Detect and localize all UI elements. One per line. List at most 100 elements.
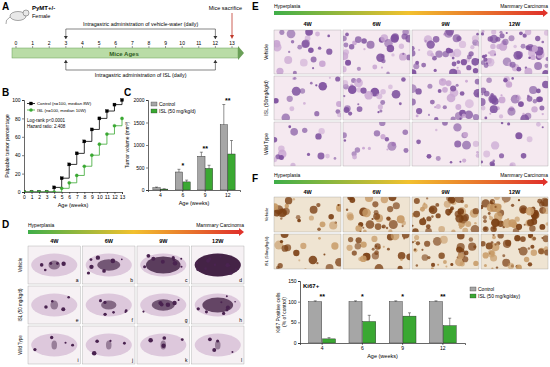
- bar: [403, 316, 416, 343]
- legend-swatch: [151, 109, 157, 113]
- tick: 0: [142, 187, 148, 193]
- cell-cluster: [371, 218, 373, 220]
- chart: 469120500100015002000Age (weeks)Tumor vo…: [124, 97, 241, 206]
- progression-label: Mammary Carcinoma: [500, 3, 548, 9]
- image-frame: [83, 326, 136, 364]
- tick-label: 12: [213, 40, 219, 46]
- row-label: ISL (50mg/kg/d): [264, 236, 269, 266]
- error-cap: [200, 152, 203, 153]
- cell-cluster: [325, 154, 330, 159]
- image-frame: [481, 234, 548, 269]
- cell-cluster: [362, 209, 371, 218]
- error-bar: [230, 141, 233, 155]
- cell-cluster: [476, 153, 479, 157]
- marker: [68, 163, 71, 166]
- cell-cluster: [427, 40, 435, 48]
- panel-label: F: [252, 173, 258, 184]
- cell-cluster: [391, 234, 400, 240]
- tissue: [140, 294, 186, 317]
- tumor: [146, 256, 181, 273]
- tick-label: 2: [38, 194, 41, 200]
- cell-cluster: [296, 215, 301, 220]
- cell-cluster: [471, 58, 479, 66]
- cell-cluster: [276, 68, 283, 74]
- image-letter: b: [130, 277, 133, 283]
- cell-cluster: [388, 229, 392, 232]
- image-frame: [343, 234, 410, 269]
- cell-cluster: [487, 203, 496, 212]
- nodule: [121, 258, 123, 260]
- nodule: [161, 260, 165, 264]
- cell-cluster: [422, 204, 427, 209]
- tick: 500: [136, 165, 148, 171]
- cell-cluster: [473, 68, 478, 73]
- cell-cluster: [279, 209, 287, 217]
- axis-line: [298, 282, 301, 344]
- arrowhead: [213, 60, 217, 63]
- significance: *: [181, 162, 184, 169]
- tick: 0: [23, 192, 26, 200]
- axis: 020406080100: [12, 97, 24, 195]
- cell-cluster: [357, 106, 363, 112]
- tumor: [195, 254, 241, 277]
- tick-label: 0: [18, 189, 21, 195]
- cell-cluster: [465, 99, 474, 108]
- cell-cluster: [406, 55, 410, 61]
- tick-label: 7: [76, 194, 79, 200]
- cell-cluster: [527, 219, 534, 226]
- cell-cluster: [400, 259, 403, 262]
- cell-cluster: [318, 82, 327, 91]
- bar: [443, 326, 456, 343]
- micrograph: [412, 234, 479, 269]
- micrograph: [83, 326, 136, 364]
- tick: 60: [15, 134, 24, 140]
- legend-swatch: [29, 108, 32, 111]
- cell-cluster: [481, 93, 483, 95]
- cell-cluster: [403, 129, 409, 135]
- cell-cluster: [388, 197, 396, 201]
- tick: 6: [68, 192, 71, 200]
- cell-cluster: [527, 136, 533, 142]
- tick: [182, 46, 183, 48]
- cell-cluster: [492, 201, 494, 203]
- cell-cluster: [478, 59, 479, 62]
- cell-cluster: [355, 243, 361, 249]
- cell-cluster: [511, 77, 514, 80]
- tick-mark: [22, 192, 24, 193]
- progression-arrow: [274, 11, 543, 15]
- cell-cluster: [466, 65, 471, 70]
- tick-label: 1500: [133, 120, 144, 126]
- cell-cluster: [446, 197, 453, 201]
- cell-cluster: [318, 46, 321, 49]
- image-background: [343, 122, 410, 166]
- nodule: [49, 262, 52, 265]
- legend-swatch: [470, 294, 476, 298]
- marker: [53, 186, 56, 189]
- cell-cluster: [453, 34, 461, 42]
- nodule: [180, 258, 182, 260]
- cell-cluster: [484, 264, 487, 267]
- cell-cluster: [383, 246, 385, 248]
- tick: [148, 46, 149, 48]
- cell-cluster: [352, 250, 357, 255]
- bar: [198, 156, 205, 190]
- cell-cluster: [541, 47, 543, 49]
- image-frame: [28, 286, 81, 324]
- cell-cluster: [374, 210, 379, 215]
- image-background: [343, 234, 410, 269]
- cell-cluster: [363, 48, 365, 50]
- cell-cluster: [530, 245, 534, 249]
- tick-label: 6: [181, 192, 184, 198]
- tick-mark: [298, 322, 300, 323]
- cell-cluster: [444, 30, 453, 38]
- cell-cluster: [483, 151, 490, 158]
- cell-cluster: [387, 206, 393, 212]
- image-frame: [343, 122, 410, 166]
- tick: [115, 46, 116, 48]
- image-background: [83, 246, 136, 284]
- image-background: [274, 30, 341, 74]
- cell-cluster: [542, 199, 548, 207]
- cell-cluster: [431, 215, 434, 218]
- axis: 0500100015002000: [133, 97, 148, 193]
- cell-cluster: [464, 251, 469, 256]
